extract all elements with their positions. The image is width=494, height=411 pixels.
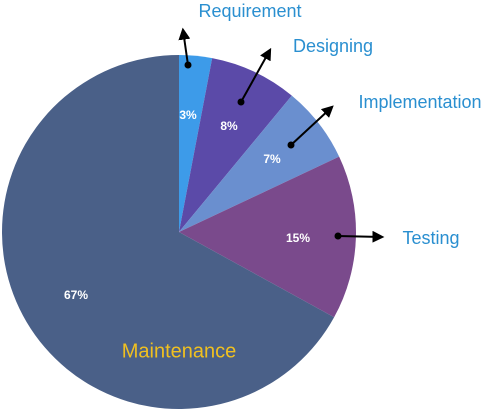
pie-slice — [179, 55, 213, 232]
category-label: Designing — [293, 36, 373, 56]
pie-slice — [1, 55, 335, 409]
value-label: 8% — [220, 119, 238, 133]
category-label: Maintenance — [122, 340, 237, 362]
arrow — [337, 230, 385, 243]
pie-slice — [179, 58, 292, 232]
pie-slice — [179, 156, 356, 318]
pie-slice — [179, 95, 340, 232]
arrow — [240, 47, 272, 103]
arrow — [178, 27, 191, 66]
value-label: 15% — [286, 231, 310, 245]
arrow — [290, 105, 334, 146]
value-label: 7% — [263, 152, 281, 166]
category-label: Implementation — [358, 92, 481, 112]
category-label: Requirement — [198, 1, 301, 21]
category-label: Testing — [402, 228, 459, 248]
value-label: 3% — [179, 108, 197, 122]
value-label: 67% — [64, 288, 88, 302]
